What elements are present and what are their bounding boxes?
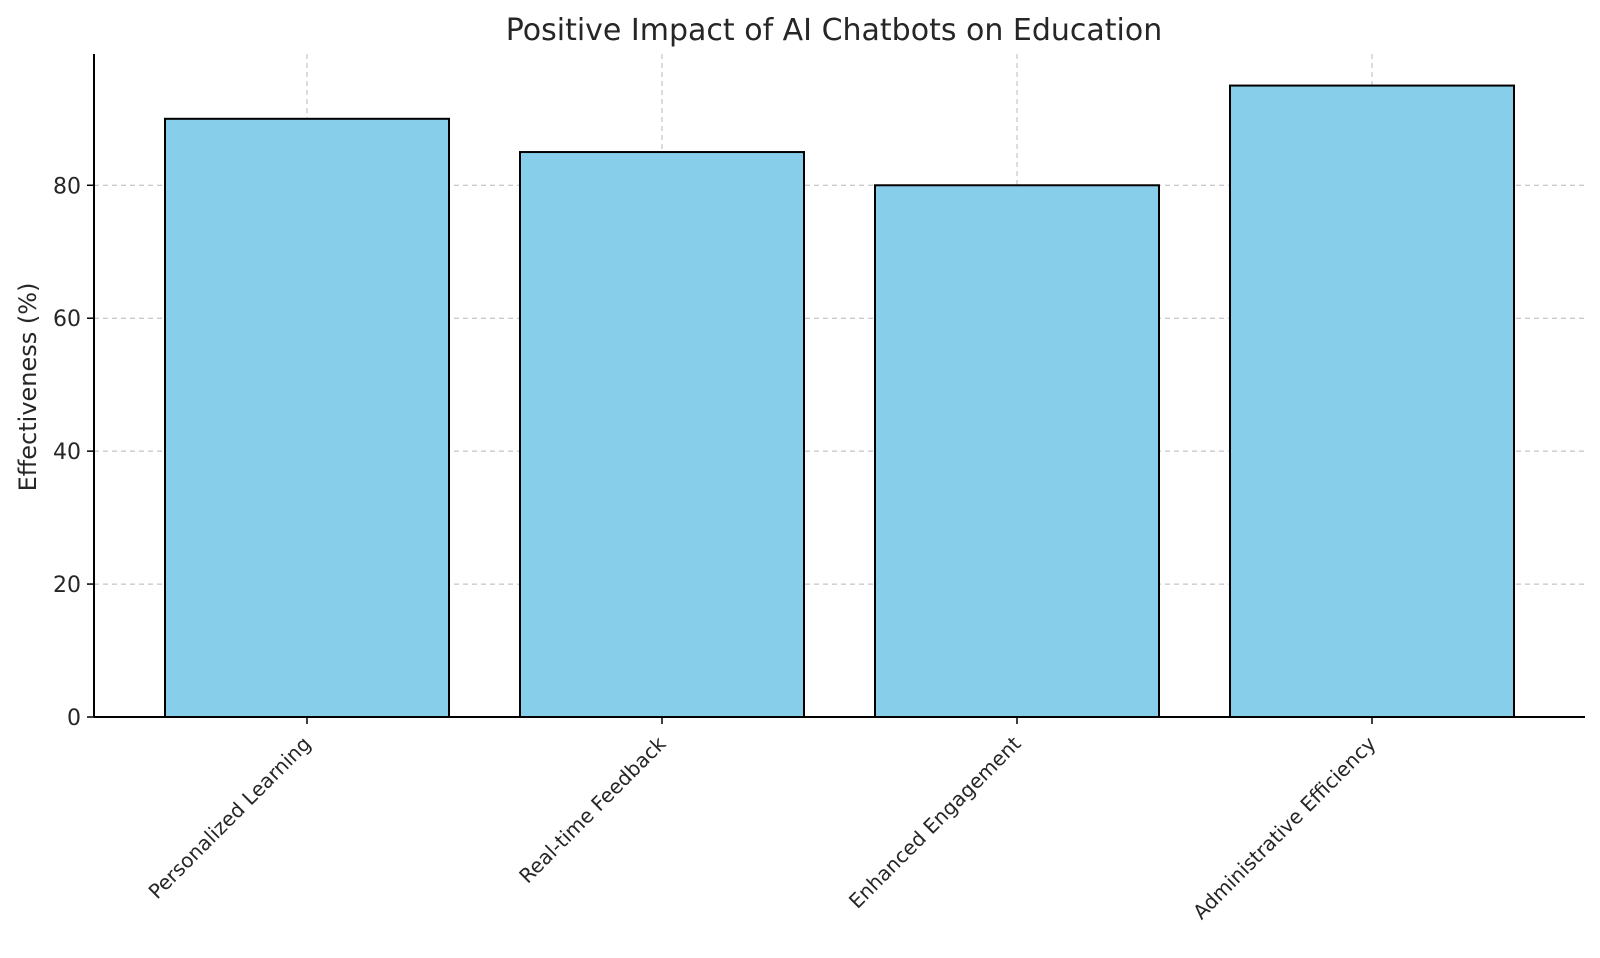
bar-1 [519,151,805,718]
bar-0 [164,117,450,719]
x-ticks: Personalized Learning Real-time Feedback E… [144,717,1381,924]
bar-2 [874,184,1160,718]
bars [164,84,1515,719]
x-tick-label-1: Real-time Feedback [514,731,671,888]
x-tick-label-0: Personalized Learning [144,732,316,904]
y-axis-label: Effectiveness (%) [14,283,42,492]
x-tick-label-3: Administrative Efficiency [1188,731,1381,924]
axes [93,54,1585,718]
y-tick-label-20: 20 [53,573,81,598]
y-tick-label-60: 60 [53,307,81,332]
bar-3 [1229,84,1515,719]
chart-title: Positive Impact of AI Chatbots on Educat… [506,13,1163,48]
y-tick-label-80: 80 [53,174,81,199]
y-tick-label-40: 40 [53,440,81,465]
y-tick-label-0: 0 [67,706,81,731]
x-tick-label-2: Enhanced Engagement [844,731,1026,913]
y-ticks: 0 20 40 60 80 [53,174,94,731]
